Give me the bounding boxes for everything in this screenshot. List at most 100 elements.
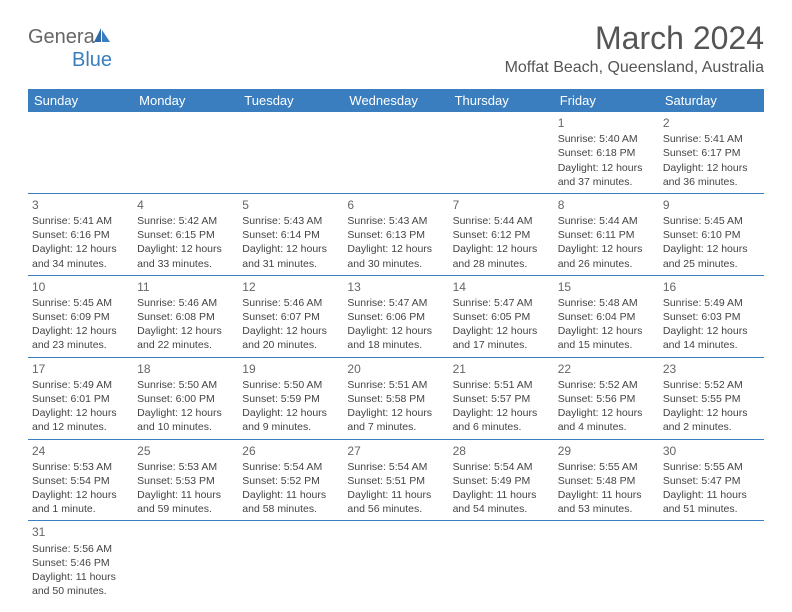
cell-sr: Sunrise: 5:46 AM xyxy=(242,296,339,310)
cell-d2: and 17 minutes. xyxy=(453,338,550,352)
day-number: 14 xyxy=(453,279,550,295)
cell-ss: Sunset: 5:46 PM xyxy=(32,556,129,570)
cell-ss: Sunset: 6:16 PM xyxy=(32,228,129,242)
calendar-cell: 16Sunrise: 5:49 AMSunset: 6:03 PMDayligh… xyxy=(659,275,764,357)
cell-sr: Sunrise: 5:40 AM xyxy=(558,132,655,146)
day-number: 28 xyxy=(453,443,550,459)
calendar-cell: 11Sunrise: 5:46 AMSunset: 6:08 PMDayligh… xyxy=(133,275,238,357)
cell-d2: and 22 minutes. xyxy=(137,338,234,352)
cell-d1: Daylight: 12 hours xyxy=(137,242,234,256)
cell-sr: Sunrise: 5:49 AM xyxy=(663,296,760,310)
cell-sr: Sunrise: 5:44 AM xyxy=(558,214,655,228)
cell-sr: Sunrise: 5:42 AM xyxy=(137,214,234,228)
cell-sr: Sunrise: 5:52 AM xyxy=(558,378,655,392)
cell-ss: Sunset: 6:10 PM xyxy=(663,228,760,242)
cell-d2: and 26 minutes. xyxy=(558,257,655,271)
day-number: 22 xyxy=(558,361,655,377)
cell-d2: and 6 minutes. xyxy=(453,420,550,434)
cell-sr: Sunrise: 5:49 AM xyxy=(32,378,129,392)
cell-sr: Sunrise: 5:46 AM xyxy=(137,296,234,310)
cell-d1: Daylight: 12 hours xyxy=(32,242,129,256)
cell-sr: Sunrise: 5:47 AM xyxy=(453,296,550,310)
cell-d1: Daylight: 12 hours xyxy=(137,406,234,420)
weekday-header: Monday xyxy=(133,89,238,112)
calendar-cell: 13Sunrise: 5:47 AMSunset: 6:06 PMDayligh… xyxy=(343,275,448,357)
cell-sr: Sunrise: 5:55 AM xyxy=(663,460,760,474)
day-number: 6 xyxy=(347,197,444,213)
cell-d2: and 2 minutes. xyxy=(663,420,760,434)
cell-sr: Sunrise: 5:50 AM xyxy=(242,378,339,392)
weekday-header: Wednesday xyxy=(343,89,448,112)
cell-ss: Sunset: 6:05 PM xyxy=(453,310,550,324)
cell-ss: Sunset: 5:48 PM xyxy=(558,474,655,488)
calendar-cell: 3Sunrise: 5:41 AMSunset: 6:16 PMDaylight… xyxy=(28,193,133,275)
calendar-cell: 1Sunrise: 5:40 AMSunset: 6:18 PMDaylight… xyxy=(554,112,659,193)
cell-d1: Daylight: 12 hours xyxy=(242,406,339,420)
cell-d1: Daylight: 11 hours xyxy=(32,570,129,584)
cell-d1: Daylight: 11 hours xyxy=(558,488,655,502)
logo: GeneraBlue xyxy=(28,26,112,72)
calendar-cell: 14Sunrise: 5:47 AMSunset: 6:05 PMDayligh… xyxy=(449,275,554,357)
calendar-cell: 20Sunrise: 5:51 AMSunset: 5:58 PMDayligh… xyxy=(343,357,448,439)
cell-d2: and 15 minutes. xyxy=(558,338,655,352)
calendar-cell xyxy=(133,521,238,602)
calendar-cell: 25Sunrise: 5:53 AMSunset: 5:53 PMDayligh… xyxy=(133,439,238,521)
calendar-cell xyxy=(449,521,554,602)
calendar-cell: 21Sunrise: 5:51 AMSunset: 5:57 PMDayligh… xyxy=(449,357,554,439)
calendar-row: 24Sunrise: 5:53 AMSunset: 5:54 PMDayligh… xyxy=(28,439,764,521)
cell-d2: and 31 minutes. xyxy=(242,257,339,271)
cell-sr: Sunrise: 5:54 AM xyxy=(347,460,444,474)
day-number: 26 xyxy=(242,443,339,459)
calendar-row: 31 Sunrise: 5:56 AMSunset: 5:46 PMDayligh… xyxy=(28,521,764,602)
cell-sr: Sunrise: 5:52 AM xyxy=(663,378,760,392)
cell-d1: Daylight: 12 hours xyxy=(32,324,129,338)
day-number: 10 xyxy=(32,279,129,295)
day-number: 8 xyxy=(558,197,655,213)
calendar-cell: 15Sunrise: 5:48 AMSunset: 6:04 PMDayligh… xyxy=(554,275,659,357)
calendar-cell: 5Sunrise: 5:43 AMSunset: 6:14 PMDaylight… xyxy=(238,193,343,275)
cell-d2: and 23 minutes. xyxy=(32,338,129,352)
cell-d1: Daylight: 11 hours xyxy=(347,488,444,502)
calendar-cell xyxy=(28,112,133,193)
calendar-cell: 10Sunrise: 5:45 AMSunset: 6:09 PMDayligh… xyxy=(28,275,133,357)
weekday-header: Sunday xyxy=(28,89,133,112)
day-number: 12 xyxy=(242,279,339,295)
cell-ss: Sunset: 6:08 PM xyxy=(137,310,234,324)
cell-d2: and 50 minutes. xyxy=(32,584,129,598)
calendar-body: 1Sunrise: 5:40 AMSunset: 6:18 PMDaylight… xyxy=(28,112,764,602)
title-block: March 2024 Moffat Beach, Queensland, Aus… xyxy=(505,20,764,77)
cell-d1: Daylight: 12 hours xyxy=(663,161,760,175)
cell-d2: and 34 minutes. xyxy=(32,257,129,271)
cell-ss: Sunset: 5:51 PM xyxy=(347,474,444,488)
cell-d2: and 28 minutes. xyxy=(453,257,550,271)
cell-sr: Sunrise: 5:53 AM xyxy=(137,460,234,474)
calendar-row: 10Sunrise: 5:45 AMSunset: 6:09 PMDayligh… xyxy=(28,275,764,357)
calendar-cell: 24Sunrise: 5:53 AMSunset: 5:54 PMDayligh… xyxy=(28,439,133,521)
calendar-cell: 29Sunrise: 5:55 AMSunset: 5:48 PMDayligh… xyxy=(554,439,659,521)
calendar-cell: 23Sunrise: 5:52 AMSunset: 5:55 PMDayligh… xyxy=(659,357,764,439)
day-number: 31 xyxy=(32,524,129,540)
calendar-cell xyxy=(554,521,659,602)
cell-d2: and 14 minutes. xyxy=(663,338,760,352)
day-number: 19 xyxy=(242,361,339,377)
cell-d2: and 20 minutes. xyxy=(242,338,339,352)
cell-d2: and 10 minutes. xyxy=(137,420,234,434)
cell-ss: Sunset: 5:57 PM xyxy=(453,392,550,406)
calendar-cell: 17Sunrise: 5:49 AMSunset: 6:01 PMDayligh… xyxy=(28,357,133,439)
weekday-header-row: SundayMondayTuesdayWednesdayThursdayFrid… xyxy=(28,89,764,112)
cell-sr: Sunrise: 5:54 AM xyxy=(242,460,339,474)
cell-d1: Daylight: 12 hours xyxy=(453,324,550,338)
calendar-cell: 9Sunrise: 5:45 AMSunset: 6:10 PMDaylight… xyxy=(659,193,764,275)
cell-d1: Daylight: 12 hours xyxy=(32,406,129,420)
weekday-header: Saturday xyxy=(659,89,764,112)
cell-sr: Sunrise: 5:50 AM xyxy=(137,378,234,392)
cell-ss: Sunset: 5:53 PM xyxy=(137,474,234,488)
cell-d1: Daylight: 12 hours xyxy=(347,324,444,338)
cell-d1: Daylight: 11 hours xyxy=(137,488,234,502)
cell-d2: and 7 minutes. xyxy=(347,420,444,434)
calendar-cell: 31 Sunrise: 5:56 AMSunset: 5:46 PMDayligh… xyxy=(28,521,133,602)
cell-d2: and 53 minutes. xyxy=(558,502,655,516)
cell-d1: Daylight: 12 hours xyxy=(663,242,760,256)
cell-sr: Sunrise: 5:45 AM xyxy=(32,296,129,310)
cell-sr: Sunrise: 5:56 AM xyxy=(32,542,129,556)
